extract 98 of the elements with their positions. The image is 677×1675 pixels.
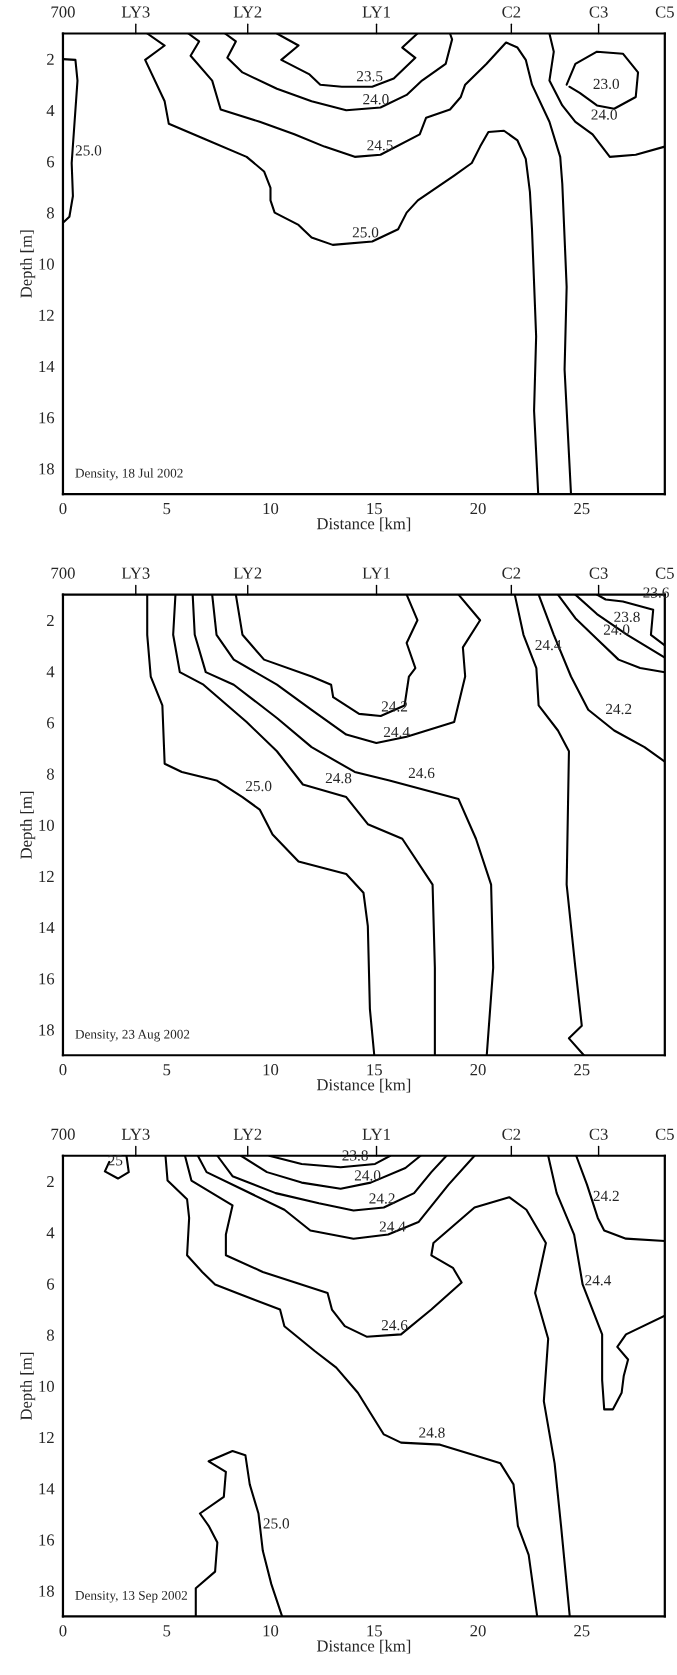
text: 700 xyxy=(51,1128,75,1140)
annotation: 25.0 xyxy=(75,145,102,156)
x-tick-label: 0 xyxy=(59,502,67,515)
x-tick-label: 25 xyxy=(574,1625,590,1637)
text: LY1 xyxy=(362,1128,390,1140)
text: LY3 xyxy=(121,1128,150,1140)
text: 700 xyxy=(51,6,75,18)
x-tick-label: 20 xyxy=(470,1625,486,1637)
y-tick-label: 12 xyxy=(39,1431,54,1444)
annotation: Density, 13 Sep 2002 xyxy=(75,1590,188,1603)
y-tick-label: 4 xyxy=(46,666,55,678)
x-tick-label: 15 xyxy=(367,1625,382,1637)
y-axis-title: Depth [m] xyxy=(20,791,36,859)
x-axis-title: Distance [km] xyxy=(316,1078,411,1093)
y-tick-label: 4 xyxy=(46,1227,55,1239)
annotation: 25.0 xyxy=(352,227,379,238)
y-tick-label: 12 xyxy=(39,870,54,882)
x-tick-label: 5 xyxy=(163,1064,171,1076)
text: C3 xyxy=(589,567,608,579)
y-tick-label: 4 xyxy=(46,105,55,117)
annotation: 24.5 xyxy=(367,140,393,151)
y-tick-label: 18 xyxy=(39,1024,54,1036)
x-tick-label: 25 xyxy=(574,1064,590,1076)
x-tick-label: 0 xyxy=(59,1625,67,1637)
annotation: 24.0 xyxy=(354,1170,381,1181)
annotation: 25.0 xyxy=(263,1518,290,1529)
line-series xyxy=(565,50,640,110)
x-tick-label: 15 xyxy=(367,503,382,515)
annotation: 24.6 xyxy=(408,767,435,779)
y-tick-label: 14 xyxy=(39,360,55,372)
y-tick-label: 16 xyxy=(39,1534,55,1546)
text: C3 xyxy=(589,6,608,18)
text: LY1 xyxy=(362,6,390,18)
x-tick-label: 15 xyxy=(367,1064,382,1076)
y-tick-label: 6 xyxy=(47,156,55,168)
text: 700 xyxy=(51,567,75,579)
text: C5 xyxy=(655,1128,674,1140)
y-tick-label: 2 xyxy=(47,53,54,65)
x-tick-label: 20 xyxy=(470,1064,486,1076)
y-tick-label: 2 xyxy=(47,1176,54,1188)
y-tick-label: 10 xyxy=(39,819,54,831)
text: C2 xyxy=(502,6,521,18)
text: LY3 xyxy=(121,6,150,18)
y-tick-label: 12 xyxy=(39,309,54,321)
annotation: 24.8 xyxy=(325,772,352,784)
y-tick-label: 8 xyxy=(46,768,54,780)
annotation: 24.4 xyxy=(585,1275,612,1286)
y-tick-label: 10 xyxy=(39,1380,54,1393)
annotation: 24.6 xyxy=(381,1320,408,1331)
annotation: 24.4 xyxy=(383,726,410,738)
y-tick-label: 18 xyxy=(39,463,54,475)
y-axis-title: Depth [m] xyxy=(20,230,36,298)
x-tick-label: 20 xyxy=(470,502,486,515)
y-tick-label: 16 xyxy=(39,973,55,985)
text: C5 xyxy=(655,567,674,579)
y-tick-label: 14 xyxy=(39,922,55,934)
x-axis-title: Distance [km] xyxy=(316,1639,411,1654)
y-tick-label: 8 xyxy=(46,207,54,219)
annotation: 24.2 xyxy=(369,1193,395,1204)
x-tick-label: 5 xyxy=(163,503,171,515)
y-tick-label: 2 xyxy=(47,614,54,626)
y-tick-label: 6 xyxy=(47,717,55,729)
annotation: 24.0 xyxy=(363,94,389,105)
annotation: Density, 23 Aug 2002 xyxy=(75,1029,190,1042)
annotation: 25.0 xyxy=(245,780,272,792)
x-tick-label: 25 xyxy=(574,502,590,515)
y-tick-label: 6 xyxy=(47,1278,55,1290)
annotation: 24.8 xyxy=(419,1427,445,1438)
text: C2 xyxy=(502,1128,521,1140)
text: LY2 xyxy=(233,1128,262,1140)
annotation: Density, 18 Jul 2002 xyxy=(75,468,183,481)
x-tick-label: 0 xyxy=(59,1064,67,1076)
x-tick-label: 10 xyxy=(263,502,279,515)
y-tick-label: 18 xyxy=(39,1585,54,1597)
text: C3 xyxy=(589,1128,608,1140)
annotation: 23.5 xyxy=(356,71,383,82)
annotation: 24.2 xyxy=(606,703,632,715)
text: LY1 xyxy=(362,567,390,579)
y-tick-label: 10 xyxy=(39,258,54,270)
text: C2 xyxy=(502,567,521,579)
text: LY3 xyxy=(121,567,150,579)
annotation: 24.4 xyxy=(379,1221,406,1232)
annotation: 23.0 xyxy=(593,78,620,90)
text: C5 xyxy=(655,6,674,18)
x-tick-label: 10 xyxy=(263,1625,279,1637)
x-tick-label: 5 xyxy=(163,1625,171,1637)
y-axis-title: Depth [m] xyxy=(20,1352,36,1421)
text: LY2 xyxy=(233,6,262,18)
annotation: 24.2 xyxy=(593,1190,619,1202)
annotation: 24.0 xyxy=(591,109,617,120)
annotation: 23.8 xyxy=(614,611,640,623)
x-tick-label: 10 xyxy=(263,1064,279,1076)
y-tick-label: 14 xyxy=(39,1483,55,1495)
y-tick-label: 16 xyxy=(39,412,55,424)
x-axis-title: Distance [km] xyxy=(316,517,411,532)
text: LY2 xyxy=(233,567,262,579)
y-tick-label: 8 xyxy=(46,1329,54,1341)
annotation: 25 xyxy=(108,1155,123,1166)
